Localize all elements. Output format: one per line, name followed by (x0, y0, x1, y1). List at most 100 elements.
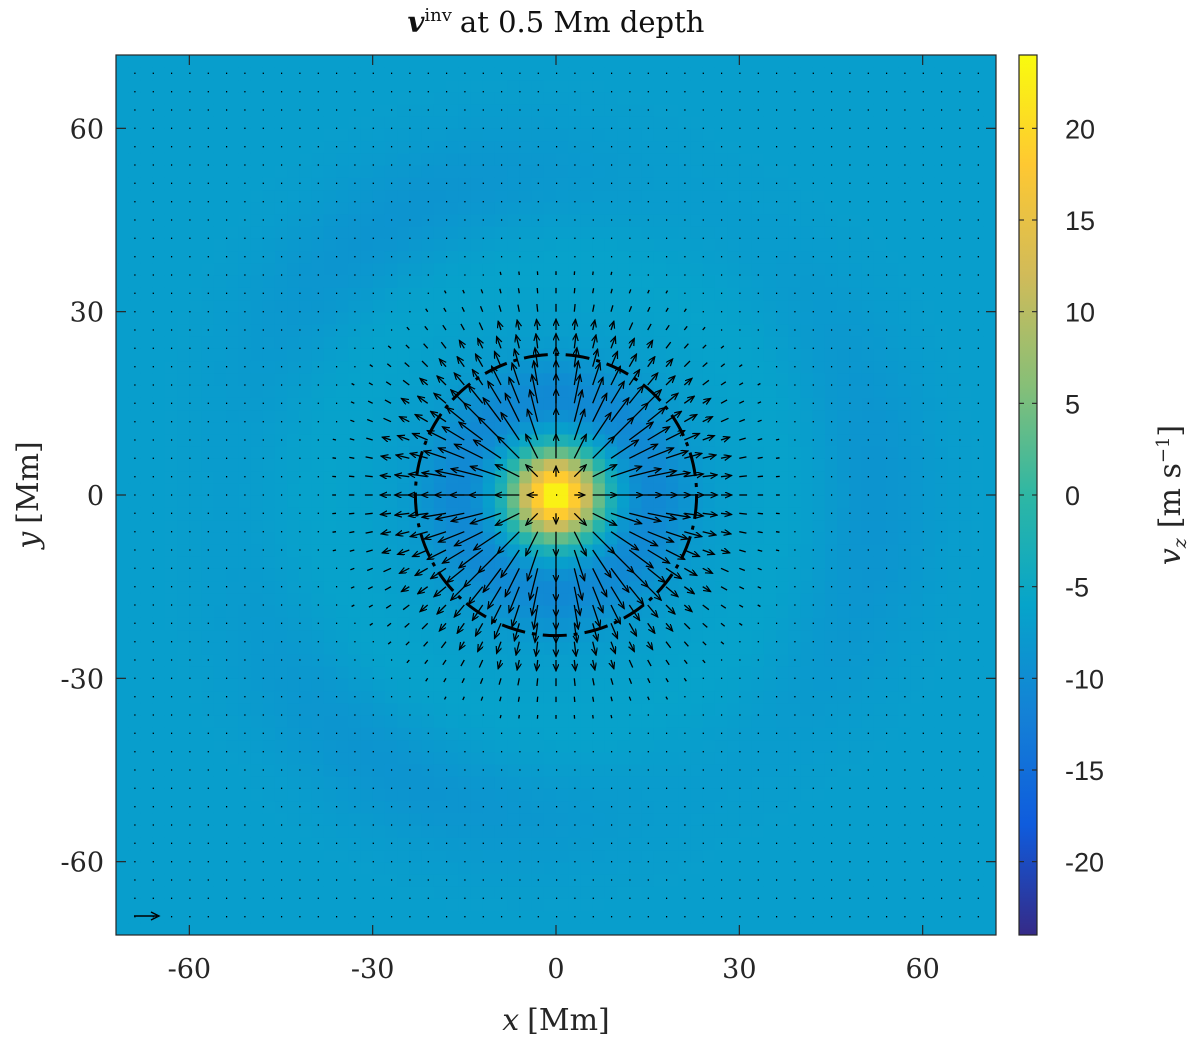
heatmap-cell (433, 226, 447, 239)
heatmap-cell (482, 800, 496, 814)
heatmap-cell (714, 629, 728, 643)
heatmap-cell (947, 898, 960, 912)
heatmap-cell (299, 299, 313, 313)
heatmap-cell (507, 727, 520, 741)
heatmap-cell (690, 727, 704, 741)
heatmap-cell (727, 470, 740, 484)
heatmap-cell (629, 213, 643, 227)
heatmap-cell (152, 360, 166, 374)
heatmap-cell (274, 238, 288, 252)
heatmap-cell (592, 849, 606, 863)
heatmap-cell (947, 543, 960, 557)
heatmap-cell (910, 617, 924, 631)
heatmap-cell (238, 666, 252, 679)
heatmap-cell (629, 617, 643, 631)
heatmap-cell (886, 556, 899, 569)
heatmap-cell (323, 873, 337, 887)
heatmap-cell (604, 592, 618, 606)
heatmap-cell (776, 372, 789, 386)
heatmap-cell (446, 580, 459, 594)
heatmap-cell (666, 886, 679, 899)
heatmap-cell (543, 262, 557, 276)
heatmap-cell (311, 788, 325, 802)
heatmap-cell (201, 165, 215, 178)
heatmap-cell (922, 189, 936, 203)
heatmap-cell (201, 116, 215, 129)
heatmap-cell (604, 226, 618, 239)
heatmap-cell (287, 55, 300, 68)
heatmap-cell (751, 519, 765, 533)
heatmap-cell (409, 250, 423, 264)
heatmap-cell (201, 825, 215, 838)
heatmap-cell (189, 739, 203, 753)
heatmap-cell (568, 849, 582, 863)
heatmap-cell (629, 751, 643, 765)
heatmap-cell (959, 837, 973, 851)
heatmap-cell (617, 910, 630, 924)
heatmap-cell (800, 825, 814, 838)
heatmap-cell (849, 825, 863, 838)
heatmap-cell (213, 922, 227, 935)
heatmap-cell (299, 898, 313, 912)
heatmap-cell (323, 763, 337, 777)
heatmap-cell (666, 250, 679, 264)
heatmap-cell (641, 287, 655, 301)
heatmap-cell (678, 226, 692, 239)
heatmap-cell (604, 79, 618, 93)
heatmap-cell (470, 262, 484, 276)
heatmap-cell (556, 238, 569, 252)
heatmap-cell (360, 617, 374, 631)
heatmap-cell (299, 837, 313, 851)
heatmap-cell (849, 678, 863, 692)
heatmap-cell (164, 861, 178, 875)
heatmap-cell (189, 311, 203, 325)
heatmap-cell (519, 605, 533, 618)
heatmap-cell (702, 702, 716, 716)
heatmap-cell (348, 262, 362, 276)
heatmap-cell (812, 690, 826, 704)
heatmap-cell (433, 299, 447, 313)
heatmap-cell (837, 507, 850, 521)
heatmap-cell (653, 433, 667, 447)
heatmap-cell (556, 458, 569, 472)
heatmap-cell (812, 323, 826, 337)
heatmap-cell (592, 507, 606, 521)
heatmap-cell (226, 470, 239, 484)
heatmap-cell (739, 898, 753, 912)
heatmap-cell (299, 739, 313, 753)
heatmap-cell (507, 702, 520, 716)
heatmap-cell (739, 128, 753, 142)
heatmap-cell (177, 519, 190, 533)
heatmap-cell (922, 873, 936, 887)
heatmap-cell (568, 262, 582, 276)
heatmap-cell (152, 886, 166, 899)
heatmap-cell (690, 91, 704, 105)
heatmap-cell (372, 653, 386, 667)
heatmap-cell (739, 568, 753, 582)
heatmap-cell (299, 128, 313, 142)
heatmap-cell (886, 482, 899, 496)
heatmap-cell (702, 348, 716, 362)
heatmap-cell (556, 605, 569, 618)
heatmap-cell (299, 910, 313, 924)
heatmap-cell (262, 91, 276, 105)
heatmap-cell (299, 629, 313, 643)
heatmap-cell (837, 238, 850, 252)
heatmap-cell (776, 653, 789, 667)
heatmap-cell (360, 690, 374, 704)
heatmap-cell (947, 568, 960, 582)
heatmap-cell (837, 262, 850, 276)
heatmap-cell (336, 568, 349, 582)
heatmap-cell (776, 213, 789, 227)
heatmap-cell (800, 702, 814, 716)
heatmap-cell (922, 495, 936, 508)
heatmap-cell (201, 238, 215, 252)
heatmap-cell (861, 446, 875, 459)
heatmap-cell (800, 250, 814, 264)
heatmap-cell (922, 226, 936, 239)
heatmap-cell (274, 519, 288, 533)
heatmap-cell (238, 886, 252, 899)
heatmap-cell (617, 201, 630, 215)
heatmap-cell (116, 250, 129, 264)
heatmap-cell (666, 873, 679, 887)
